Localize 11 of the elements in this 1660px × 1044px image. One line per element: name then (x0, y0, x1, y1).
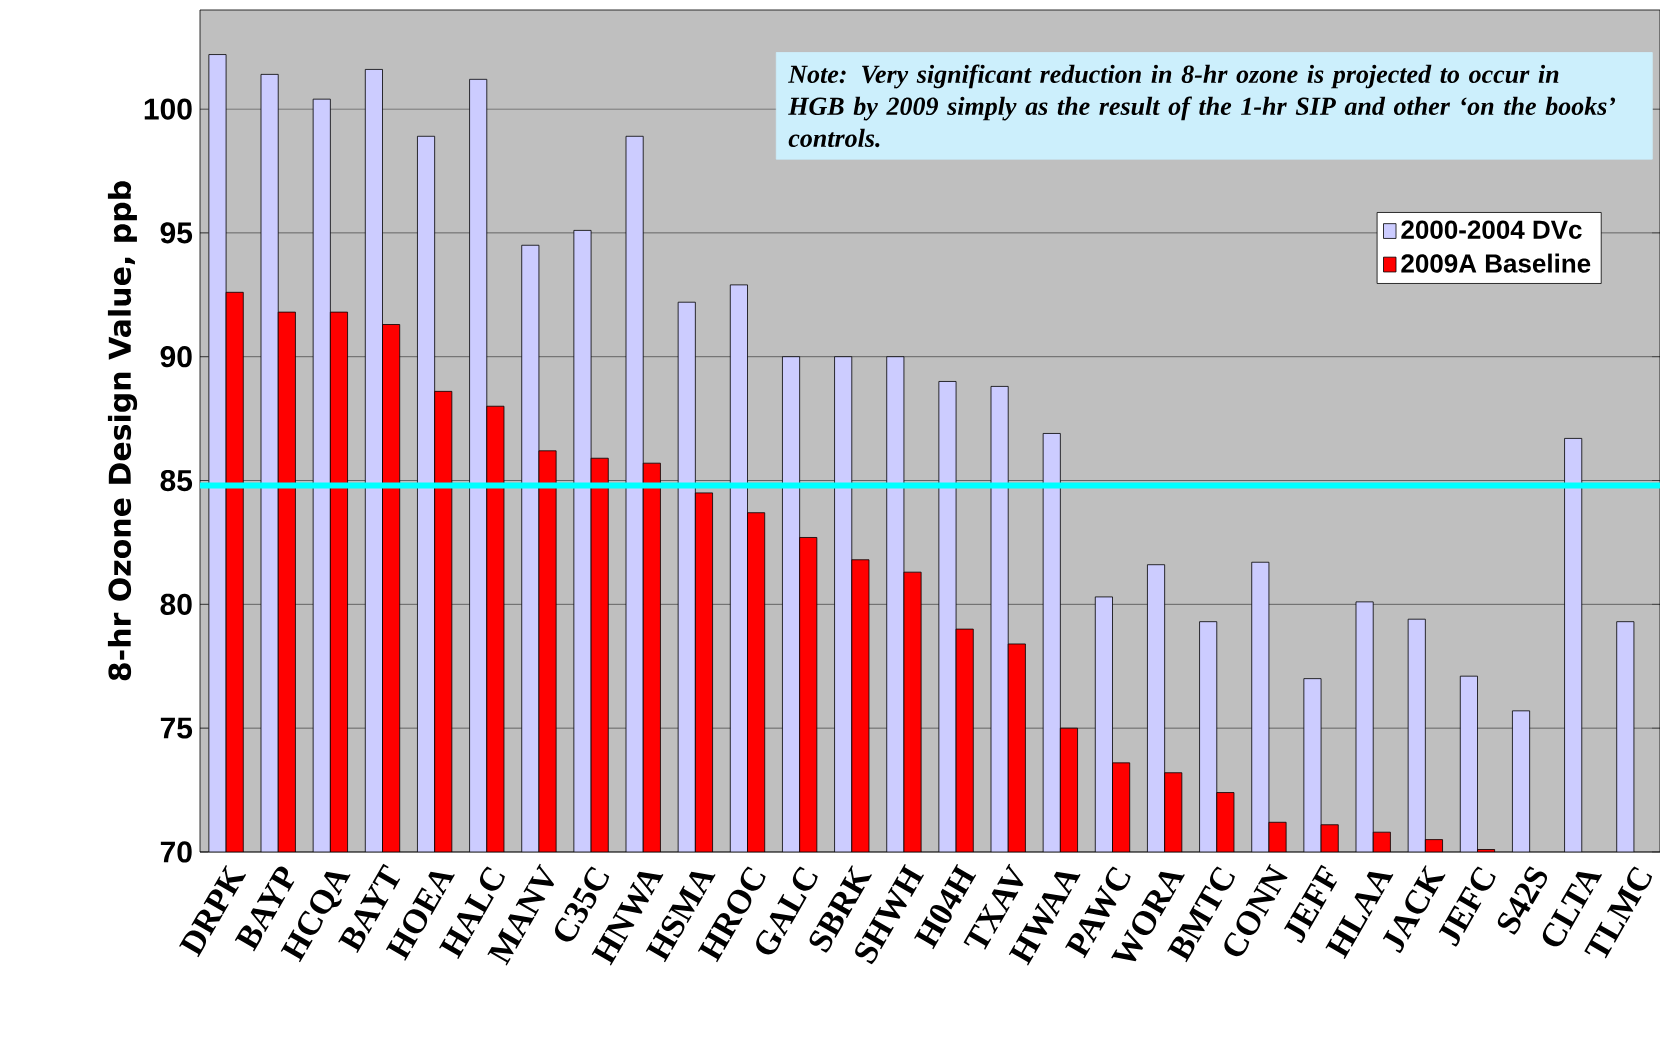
y-tick-label: 75 (160, 717, 193, 739)
y-tick-label: 85 (160, 469, 193, 492)
y-tick-label: 80 (160, 593, 192, 615)
y-tick-label: 70 (160, 841, 192, 863)
annotation: Note: Very significant reduction in 8-hr ozone is projected to occur in HGB by 2009 simply as the result of the 1-hr SIP and other ‘on the books’ controls. (788, 64, 1616, 148)
y-tick-label: 95 (160, 222, 193, 244)
y-axis-title: 8-hr Ozone Design Value, ppb (107, 181, 138, 681)
y-tick-label: 90 (160, 346, 192, 368)
legend-label: 2009A Baseline (1401, 253, 1591, 273)
legend-label: 2000-2004 DVc (1401, 220, 1582, 239)
y-tick-label: 100 (144, 98, 192, 120)
